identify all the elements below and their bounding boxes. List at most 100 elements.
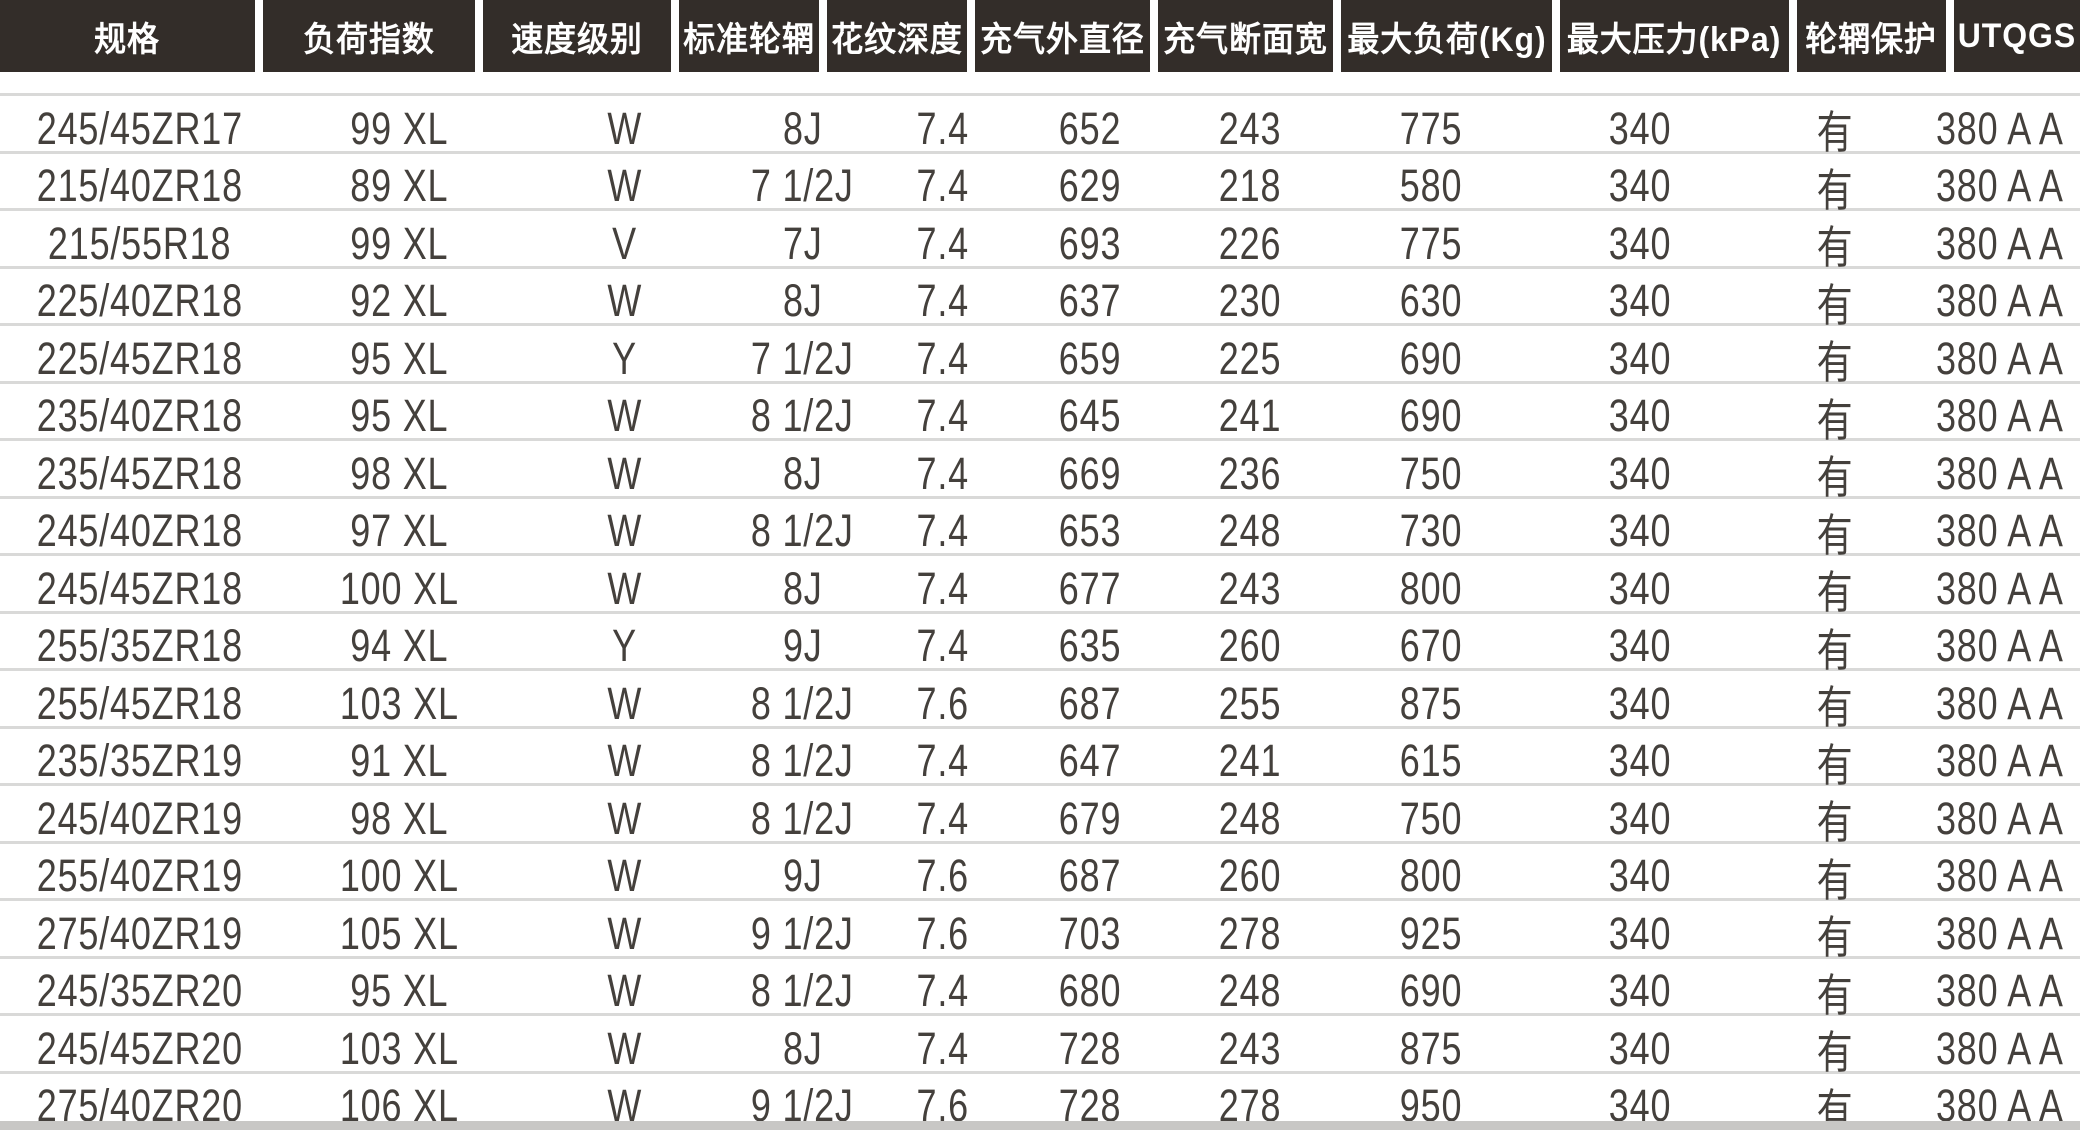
column-header-label: 最大压力(kPa) xyxy=(1567,20,1782,59)
cell-value: 690 xyxy=(1399,965,1463,1016)
cell-value: 7.4 xyxy=(916,217,970,269)
cell-value: 750 xyxy=(1399,447,1463,499)
cell-value: 8 1/2J xyxy=(751,390,854,441)
table-row: 235/45ZR18 98 XL W 8J 7.4 669 236 750 340 有 380 A … xyxy=(0,438,2080,503)
table-cell-load-index: 99 XL xyxy=(280,211,518,276)
table-cell-max-pressure: 340 xyxy=(1530,844,1750,909)
cell-value: 340 xyxy=(1608,217,1672,269)
cell-value: 260 xyxy=(1219,850,1282,901)
table-cell-tread-depth: 7.6 xyxy=(875,901,1012,966)
table-cell-speed-rating: W xyxy=(518,844,730,909)
table-cell-speed-rating: W xyxy=(518,671,730,736)
column-header-label: 最大负荷(Kg) xyxy=(1346,20,1547,59)
cell-value: 245/45ZR18 xyxy=(37,562,244,614)
cell-value: 243 xyxy=(1219,562,1282,614)
cell-value: 340 xyxy=(1608,850,1672,901)
cell-value: 7.4 xyxy=(916,505,970,556)
column-header-spec: 规格 xyxy=(0,0,259,72)
table-cell-inflated-diameter: 687 xyxy=(1012,844,1169,909)
table-cell-spec: 245/45ZR20 xyxy=(0,1016,280,1081)
table-cell-spec: 255/45ZR18 xyxy=(0,671,280,736)
table-cell-rim-protection: 有 xyxy=(1750,499,1920,564)
table-cell-utqgs: 380 A A xyxy=(1920,441,2080,506)
cell-value: 245/45ZR20 xyxy=(37,1022,244,1074)
table-cell-section-width: 248 xyxy=(1169,959,1332,1024)
table-cell-utqgs: 380 A A xyxy=(1920,384,2080,449)
cell-value: W xyxy=(607,1022,642,1074)
cell-value: 有 xyxy=(1816,452,1854,503)
table-row: 255/40ZR19 100 XL W 9J 7.6 687 260 800 340 有 380 A… xyxy=(0,840,2080,906)
table-row: 255/45ZR18 103 XL W 8 1/2J 7.6 687 255 875 340 有 3… xyxy=(0,668,2080,733)
table-cell-tread-depth: 7.4 xyxy=(875,96,1012,161)
table-cell-inflated-diameter: 669 xyxy=(1012,441,1169,506)
cell-value: 340 xyxy=(1608,907,1672,959)
table-cell-spec: 245/40ZR19 xyxy=(0,786,280,851)
column-header-inflated-diameter: 充气外直径 xyxy=(971,0,1154,72)
table-cell-load-index: 97 XL xyxy=(280,499,518,564)
table-cell-standard-rim: 8 1/2J xyxy=(731,786,875,851)
cell-value: 340 xyxy=(1608,102,1672,154)
table-cell-speed-rating: W xyxy=(518,269,730,334)
table-row: 245/40ZR19 98 XL W 8 1/2J 7.4 679 248 750 340 有 38… xyxy=(0,783,2080,848)
cell-value: 340 xyxy=(1608,505,1672,556)
cell-value: 340 xyxy=(1608,275,1672,326)
cell-value: 105 XL xyxy=(339,907,459,959)
cell-value: 380 A A xyxy=(1936,620,2065,671)
cell-value: 687 xyxy=(1058,850,1122,901)
table-cell-tread-depth: 7.4 xyxy=(875,959,1012,1024)
table-cell-max-load: 690 xyxy=(1332,326,1530,391)
cell-value: 9J xyxy=(782,850,823,901)
table-cell-max-load: 775 xyxy=(1332,211,1530,276)
cell-value: 225 xyxy=(1219,332,1282,384)
column-header-label: 负荷指数 xyxy=(302,20,435,59)
table-cell-rim-protection: 有 xyxy=(1750,154,1920,219)
table-cell-spec: 245/45ZR17 xyxy=(0,96,280,161)
table-row: 215/55R18 99 XL V 7J 7.4 693 226 775 340 有 380 A A xyxy=(0,208,2080,273)
cell-value: 380 A A xyxy=(1936,1022,2065,1074)
cell-value: 235/40ZR18 xyxy=(37,390,244,441)
table-cell-tread-depth: 7.4 xyxy=(875,441,1012,506)
table-cell-max-load: 925 xyxy=(1332,901,1530,966)
cell-value: 有 xyxy=(1816,624,1854,676)
cell-value: 7.4 xyxy=(916,102,970,154)
column-header-utqgs: UTQGS xyxy=(1950,0,2080,72)
cell-value: 669 xyxy=(1058,447,1122,499)
cell-value: 91 XL xyxy=(350,735,449,786)
column-header-rim-protection: 轮辋保护 xyxy=(1793,0,1950,72)
table-cell-speed-rating: Y xyxy=(518,614,730,679)
table-cell-section-width: 255 xyxy=(1169,671,1332,736)
table-cell-spec: 255/35ZR18 xyxy=(0,614,280,679)
table-cell-inflated-diameter: 635 xyxy=(1012,614,1169,679)
table-row: 245/40ZR18 97 XL W 8 1/2J 7.4 653 248 730 340 有 38… xyxy=(0,495,2080,561)
cell-value: 8J xyxy=(782,102,823,154)
cell-value: 98 XL xyxy=(350,447,449,499)
table-cell-speed-rating: V xyxy=(518,211,730,276)
table-cell-utqgs: 380 A A xyxy=(1920,556,2080,621)
cell-value: 有 xyxy=(1816,797,1854,848)
table-cell-inflated-diameter: 677 xyxy=(1012,556,1169,621)
table-row: 235/40ZR18 95 XL W 8 1/2J 7.4 645 241 690 340 有 38… xyxy=(0,380,2080,446)
table-cell-inflated-diameter: 659 xyxy=(1012,326,1169,391)
cell-value: 260 xyxy=(1219,620,1282,671)
table-cell-max-pressure: 340 xyxy=(1530,269,1750,334)
table-cell-rim-protection: 有 xyxy=(1750,614,1920,679)
cell-value: 380 A A xyxy=(1936,562,2065,614)
cell-value: Y xyxy=(612,620,637,671)
table-cell-rim-protection: 有 xyxy=(1750,211,1920,276)
table-cell-standard-rim: 8J xyxy=(731,441,875,506)
table-row: 245/45ZR18 100 XL W 8J 7.4 677 243 800 340 有 380 A… xyxy=(0,553,2080,618)
cell-value: 730 xyxy=(1399,505,1463,556)
table-cell-speed-rating: W xyxy=(518,499,730,564)
column-header-speed-rating: 速度级别 xyxy=(479,0,675,72)
table-cell-max-pressure: 340 xyxy=(1530,786,1750,851)
cell-value: 380 A A xyxy=(1936,217,2065,269)
cell-value: 8 1/2J xyxy=(751,677,854,729)
table-cell-standard-rim: 8J xyxy=(731,556,875,621)
cell-value: 有 xyxy=(1816,222,1854,273)
column-header-standard-rim: 标准轮辋 xyxy=(675,0,823,72)
cell-value: 7.4 xyxy=(916,1022,970,1074)
table-row: 275/40ZR20 106 XL W 9 1/2J 7.6 728 278 950 340 有 3… xyxy=(0,1070,2080,1130)
table-cell-utqgs: 380 A A xyxy=(1920,1016,2080,1081)
table-cell-max-pressure: 340 xyxy=(1530,729,1750,794)
table-cell-rim-protection: 有 xyxy=(1750,959,1920,1024)
